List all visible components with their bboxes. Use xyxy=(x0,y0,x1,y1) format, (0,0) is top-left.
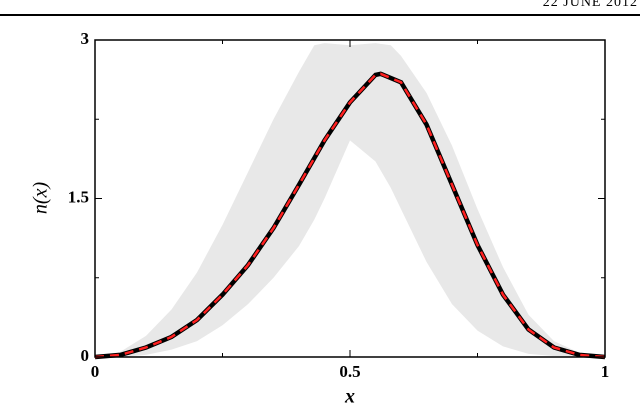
x-tick-label: 1 xyxy=(601,362,610,381)
header-date: 22 JUNE 2012 xyxy=(543,0,638,10)
y-tick-label: 1.5 xyxy=(68,187,89,206)
x-tick-label: 0.5 xyxy=(339,362,360,381)
x-tick-label: 0 xyxy=(91,362,100,381)
uncertainty-band xyxy=(95,43,605,358)
y-tick-label: 0 xyxy=(81,346,90,365)
y-tick-label: 3 xyxy=(81,29,90,48)
y-axis-label: n(x) xyxy=(30,182,52,215)
x-axis-label: x xyxy=(344,386,355,408)
curve xyxy=(94,72,606,359)
